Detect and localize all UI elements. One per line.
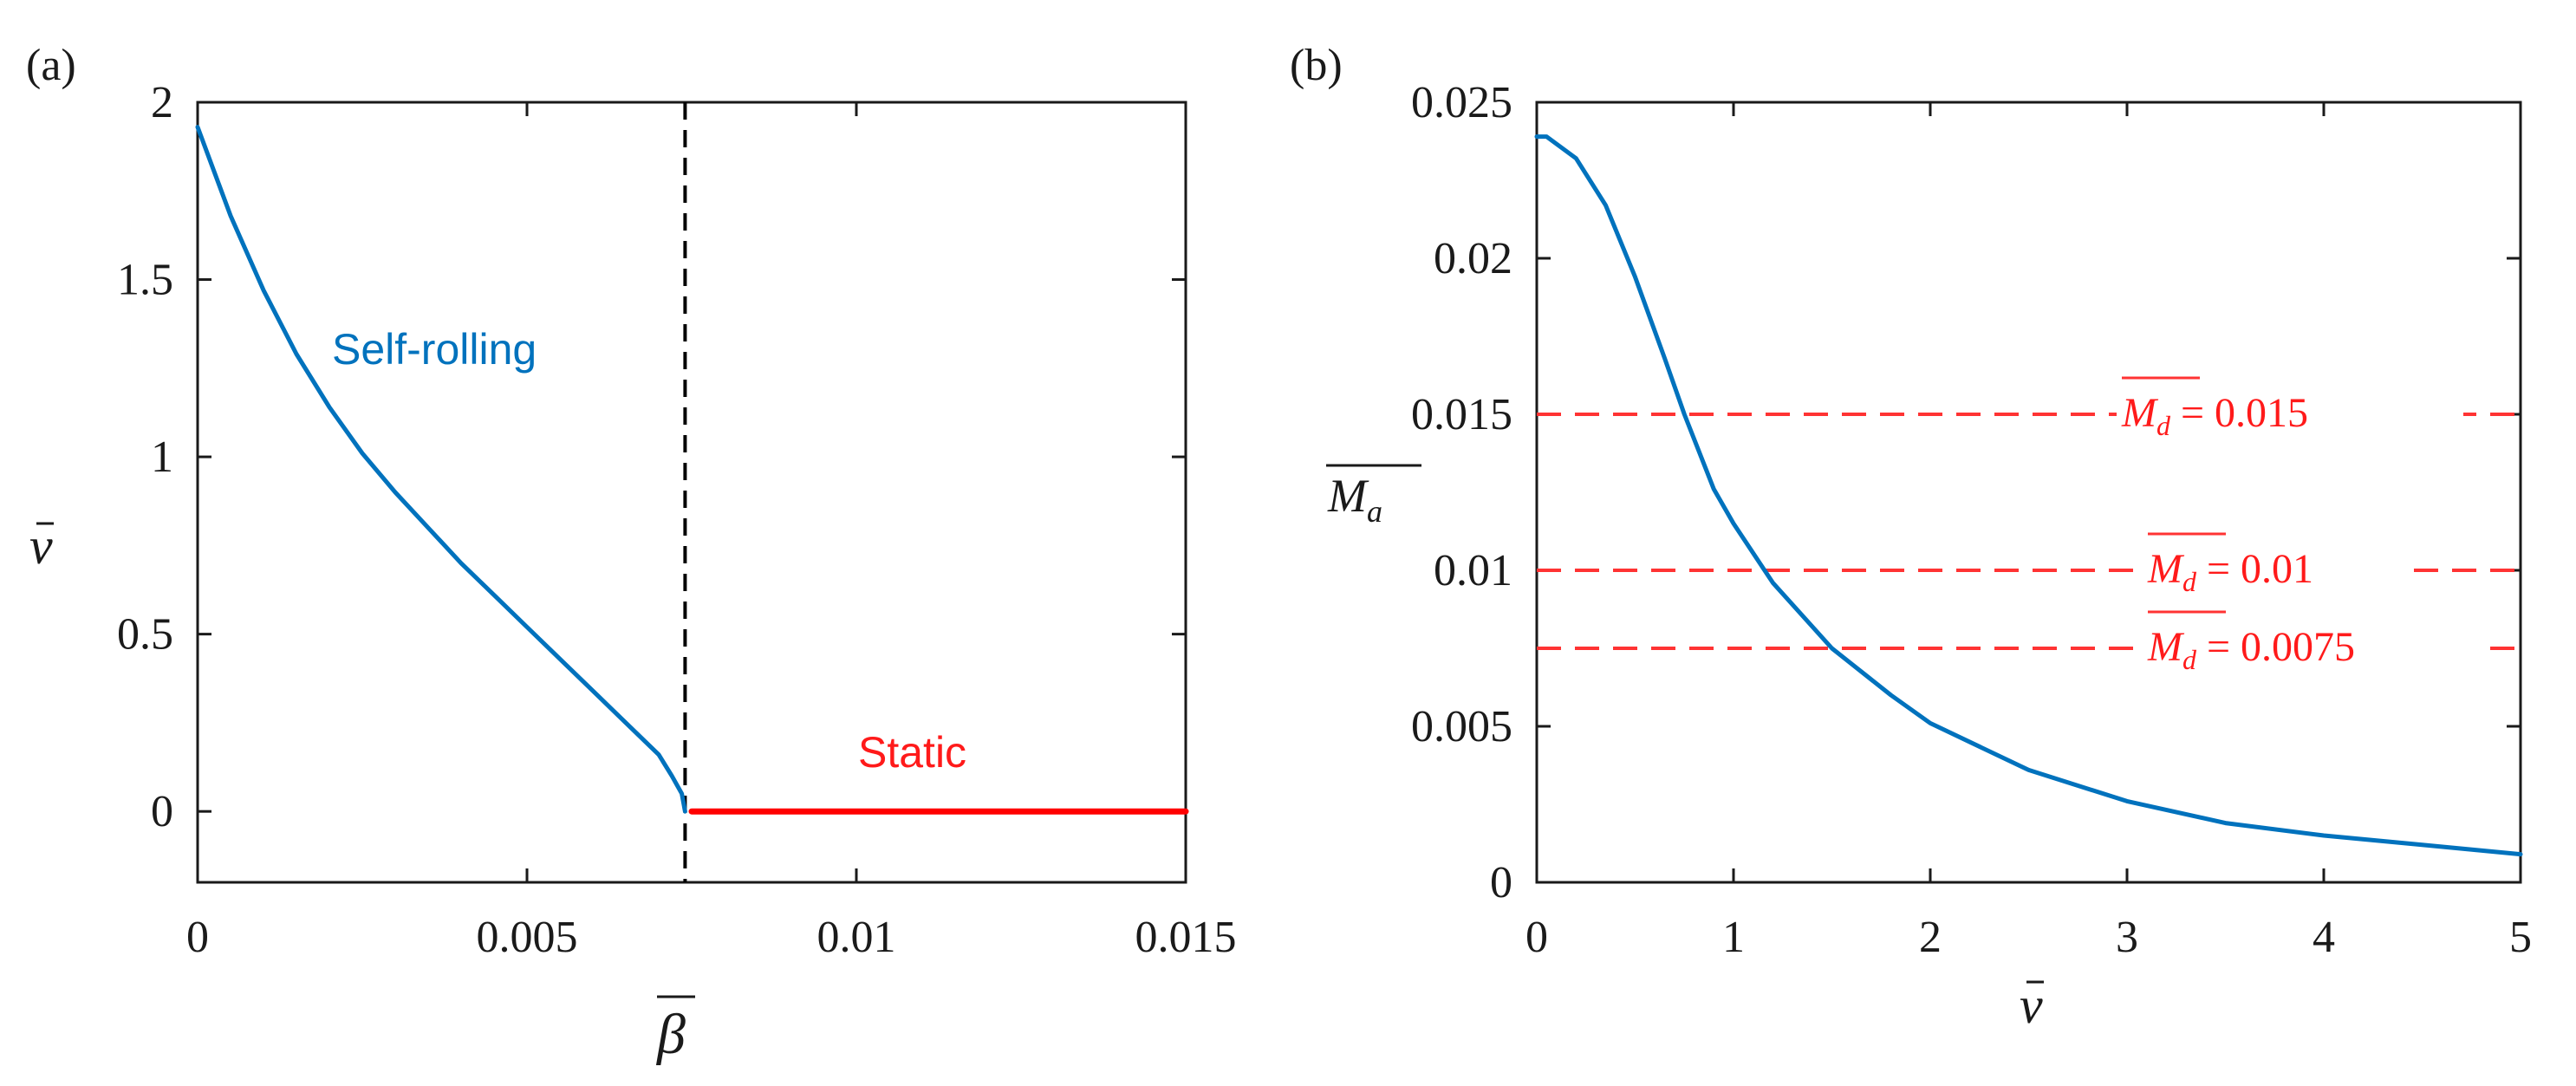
y-tick-label-b: 0.025 <box>1411 78 1512 127</box>
series-line-ma <box>1534 134 2523 857</box>
panel-label-b: (b) <box>1290 41 1343 90</box>
y-tick-label-b: 0.01 <box>1434 546 1512 595</box>
reference-lines-b: Md = 0.015 Md = 0.01 Md = 0.0075 <box>1537 376 2521 675</box>
y-tick-label-a: 0.5 <box>117 610 173 660</box>
reference-label-bg <box>2117 380 2463 432</box>
x-tick-label-b: 5 <box>2509 913 2532 962</box>
chart-panel-b: 0 1 2 3 4 5 0 0.005 0.01 0.015 0.02 0.025 Md = 0.015… <box>1326 78 2532 1034</box>
x-tick-label-a: 0.005 <box>477 913 578 962</box>
y-axis-label-a: v <box>29 517 54 575</box>
ticks-b <box>1535 101 2522 884</box>
x-label-symbol-b: v <box>2020 977 2043 1034</box>
x-tick-label-b: 1 <box>1722 913 1745 962</box>
y-tick-label-a: 1.5 <box>117 256 173 305</box>
x-tick-label-b: 2 <box>1919 913 1942 962</box>
y-tick-label-b: 0.005 <box>1411 702 1512 751</box>
ticks-a <box>196 101 1187 882</box>
tick-labels-a: 0 0.005 0.01 0.015 0 0.5 1 1.5 2 <box>117 78 1237 962</box>
reference-label: Md = 0.015 <box>2121 390 2308 441</box>
y-axis-label-b: Ma <box>1326 464 1421 529</box>
annotation-static: Static <box>858 728 966 777</box>
reference-label-bg <box>2143 614 2489 666</box>
reference-label: Md = 0.01 <box>2147 546 2313 597</box>
x-tick-label-a: 0.015 <box>1135 913 1237 962</box>
y-tick-label-a: 1 <box>151 432 173 482</box>
series-line-self-rolling <box>195 125 687 814</box>
y-tick-label-a: 2 <box>151 78 173 127</box>
x-tick-label-b: 4 <box>2313 913 2335 962</box>
reference-label-bg <box>2143 536 2403 588</box>
y-tick-label-a: 0 <box>151 787 173 836</box>
x-tick-label-b: 3 <box>2116 913 2138 962</box>
y-tick-label-b: 0 <box>1490 858 1512 907</box>
x-tick-label-a: 0.01 <box>817 913 896 962</box>
chart-panel-a: 0 0.005 0.01 0.015 0 0.5 1 1.5 2 Self-rolling St… <box>29 78 1237 1066</box>
x-axis-label-b: v <box>2020 977 2044 1034</box>
tick-labels-b: 0 1 2 3 4 5 0 0.005 0.01 0.015 0.02 0.025 <box>1411 78 2532 962</box>
plot-frame-b <box>1535 101 2522 884</box>
panel-label-a: (a) <box>26 41 76 90</box>
reference-label: Md = 0.0075 <box>2147 624 2355 675</box>
x-tick-label-b: 0 <box>1525 913 1548 962</box>
plot-frame-a <box>196 101 1187 884</box>
y-tick-label-b: 0.02 <box>1434 234 1512 283</box>
y-tick-label-b: 0.015 <box>1411 390 1512 439</box>
annotation-self-rolling: Self-rolling <box>332 325 537 374</box>
series-a <box>195 102 1189 882</box>
y-label-symbol-a: v <box>29 517 53 575</box>
y-label-symbol-b: Ma <box>1327 470 1382 529</box>
x-axis-label-a: β <box>655 995 695 1066</box>
series-b <box>1534 134 2523 857</box>
x-tick-label-a: 0 <box>186 913 209 962</box>
x-label-symbol-a: β <box>655 1003 686 1066</box>
